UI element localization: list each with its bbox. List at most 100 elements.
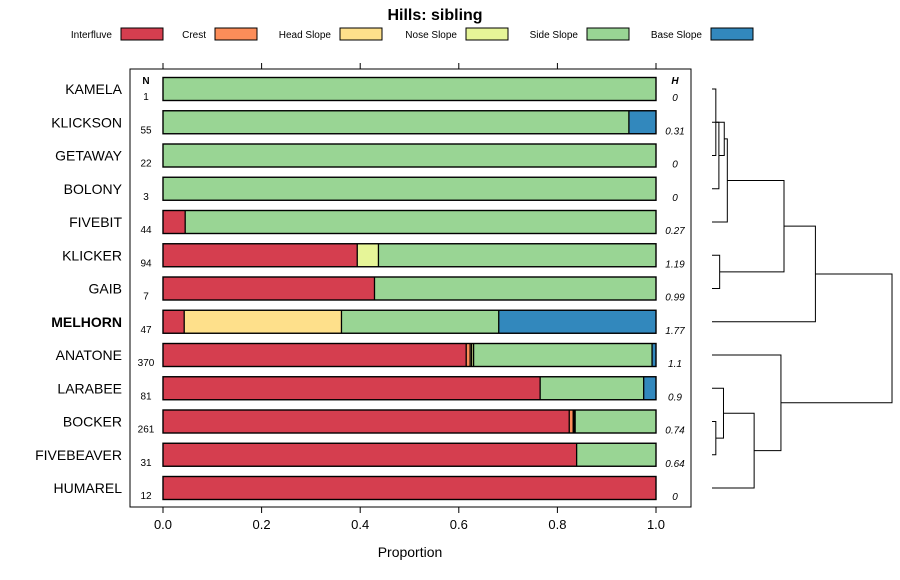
- row-label: GETAWAY: [55, 148, 123, 164]
- n-value: 1: [143, 92, 149, 103]
- legend: Interfluve Crest Head Slope Nose Slope Side …: [71, 27, 754, 41]
- bar-segment-side-slope: [378, 243, 656, 267]
- bar-outline: [162, 342, 657, 368]
- legend-swatch-side-slope: [586, 27, 630, 41]
- bar-segment-side-slope: [540, 376, 644, 400]
- bar-segment-side-slope: [575, 410, 656, 433]
- bar-outline: [162, 176, 657, 201]
- legend-label-crest: Crest: [182, 30, 206, 41]
- bar-segment-base-slope: [652, 343, 656, 367]
- dendrogram-branch: [712, 354, 782, 452]
- n-value: 261: [138, 425, 155, 436]
- bar-segment-side-slope: [576, 443, 656, 467]
- row-label: BOCKER: [63, 414, 122, 430]
- bar-segment-base-slope: [628, 110, 656, 134]
- h-value: 0.27: [665, 226, 685, 237]
- bar-outline: [162, 76, 657, 102]
- row-label: FIVEBIT: [69, 214, 122, 230]
- legend-label-head-slope: Head Slope: [279, 30, 332, 41]
- n-value: 44: [140, 225, 152, 236]
- legend-label-base-slope: Base Slope: [651, 30, 703, 41]
- row-label: KAMELA: [65, 81, 122, 97]
- row-label: LARABEE: [57, 380, 122, 396]
- row-humarel: HUMAREL 12 0: [54, 475, 678, 503]
- row-fivebit: FIVEBIT 44 0.27: [69, 209, 685, 237]
- bar-outline: [162, 110, 657, 135]
- h-value: 0.31: [665, 126, 684, 137]
- h-value: 0: [672, 160, 678, 171]
- bar-segment-side-slope: [473, 343, 653, 367]
- row-label: ANATONE: [56, 347, 122, 363]
- bar-segment-side-slope: [163, 77, 656, 101]
- n-value: 81: [140, 391, 152, 402]
- bar-segment-crest: [466, 343, 471, 367]
- bar-segment-side-slope: [185, 210, 656, 234]
- x-tick-label: 0.8: [548, 517, 566, 532]
- legend-label-interfluve: Interfluve: [71, 30, 113, 41]
- bar-segment-side-slope: [374, 277, 656, 300]
- row-bocker: BOCKER 261 0.74: [63, 409, 685, 437]
- bar-outline: [162, 475, 657, 501]
- row-anatone: ANATONE 370 1.1: [56, 342, 682, 370]
- bar-rows: KAMELA 1 0 KLICKSON 55 0.31 GETAWAY 22 0 BOLONY 3 0…: [35, 76, 685, 503]
- dendrogram-branch: [719, 179, 785, 273]
- row-klicker: KLICKER 94 1.19: [62, 243, 685, 270]
- bar-segment-interfluve: [163, 343, 467, 367]
- dendrogram-branch: [712, 412, 755, 489]
- bar-segment-interfluve: [163, 243, 358, 267]
- row-fivebeaver: FIVEBEAVER 31 0.64: [35, 442, 685, 470]
- bar-segment-interfluve: [163, 277, 375, 300]
- bar-outline: [162, 276, 657, 301]
- row-klickson: KLICKSON 55 0.31: [51, 110, 685, 137]
- row-label: BOLONY: [64, 181, 123, 197]
- bar-outline: [162, 442, 657, 467]
- legend-label-side-slope: Side Slope: [530, 30, 579, 41]
- h-value: 1.77: [665, 326, 685, 337]
- row-label: FIVEBEAVER: [35, 447, 122, 463]
- x-tick-label: 0.2: [253, 517, 271, 532]
- bar-segment-base-slope: [498, 310, 656, 334]
- dendrogram-branch: [712, 421, 717, 456]
- bar-outline: [162, 143, 657, 168]
- plot-panel: [129, 68, 692, 508]
- x-tick-label: 1.0: [647, 517, 665, 532]
- x-axis-label: Proportion: [378, 544, 443, 560]
- legend-label-nose-slope: Nose Slope: [405, 30, 457, 41]
- n-value: 370: [138, 358, 155, 369]
- row-melhorn: MELHORN 47 1.77: [51, 309, 685, 337]
- legend-swatch-crest: [214, 27, 258, 41]
- row-label: MELHORN: [51, 314, 122, 330]
- row-gaib: GAIB 7 0.99: [89, 276, 685, 304]
- bar-segment-head-slope: [470, 343, 472, 367]
- bar-segment-interfluve: [163, 410, 570, 433]
- x-tick-label: 0.6: [450, 517, 468, 532]
- bar-outline: [162, 309, 657, 334]
- legend-swatch-head-slope: [339, 27, 383, 41]
- n-value: 3: [143, 192, 149, 203]
- dendrogram: [712, 88, 893, 489]
- h-value: 1.1: [668, 359, 682, 370]
- bar-segment-interfluve: [163, 443, 577, 467]
- dendrogram-branch: [712, 225, 816, 323]
- bar-segment-interfluve: [163, 310, 185, 334]
- n-value: 7: [143, 292, 149, 303]
- bar-segment-side-slope: [163, 110, 629, 134]
- bar-segment-nose-slope: [357, 243, 379, 267]
- x-axis: 0.0 0.2 0.4 0.6 0.8 1.0: [154, 63, 665, 532]
- dendrogram-branch: [780, 273, 893, 404]
- n-column-header: N: [142, 76, 149, 87]
- h-value: 0.99: [665, 293, 685, 304]
- n-value: 31: [140, 458, 152, 469]
- h-value: 0: [672, 492, 678, 503]
- bar-outline: [162, 209, 657, 235]
- n-value: 47: [140, 325, 152, 336]
- legend-swatch-interfluve: [120, 27, 164, 41]
- bar-segment-interfluve: [163, 476, 656, 500]
- bar-segment-head-slope: [184, 310, 342, 334]
- row-bolony: BOLONY 3 0: [64, 176, 678, 204]
- h-value: 0: [672, 193, 678, 204]
- row-label: GAIB: [89, 281, 122, 297]
- x-tick-label: 0.0: [154, 517, 172, 532]
- n-value: 22: [140, 159, 152, 170]
